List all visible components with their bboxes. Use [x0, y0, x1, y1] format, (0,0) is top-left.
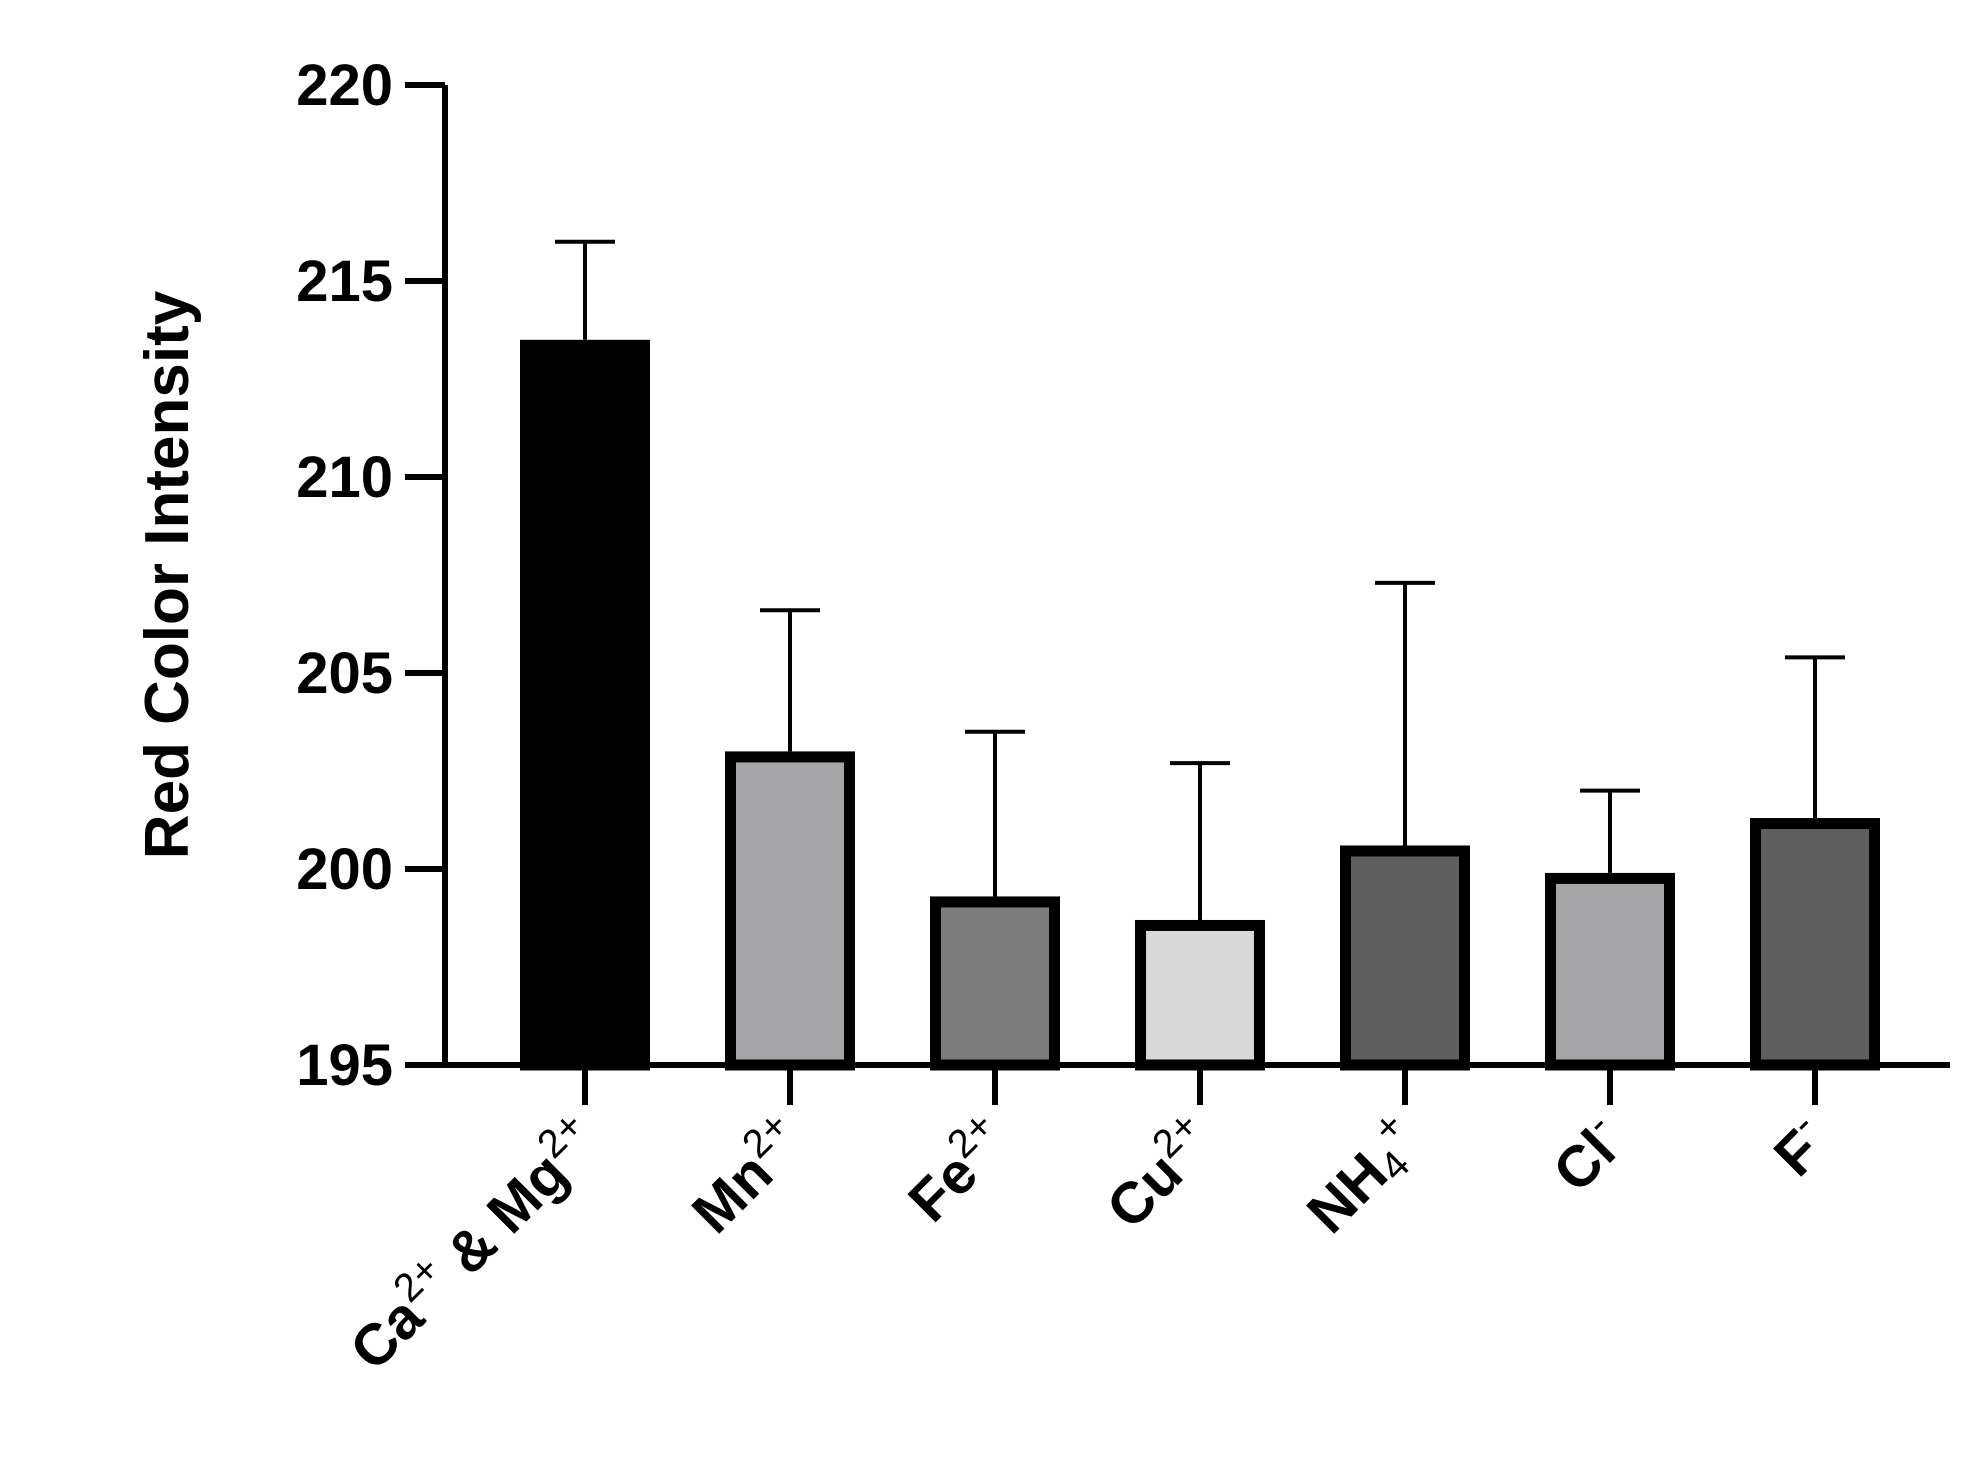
bar-nh4 [1340, 845, 1470, 1071]
label-text: Cl [1541, 1118, 1628, 1205]
bar-cu [1135, 919, 1265, 1071]
bars-group [520, 339, 1880, 1071]
bar-f [1750, 818, 1880, 1071]
x-tick-label-mn: Mn2+ [675, 1103, 817, 1245]
bar-mn [725, 751, 855, 1071]
x-tick-label-fe: Fe2+ [891, 1103, 1022, 1234]
x-ticks-group: Ca2+ & Mg2+ Mn2+ Fe2+ Cu2+ NH4+ Cl- F- [333, 1065, 1842, 1383]
x-tick-label-cu: Cu2+ [1089, 1103, 1227, 1241]
x-tick-label-cl: Cl- [1536, 1103, 1637, 1204]
y-ticks-group: 195 200 205 210 215 220 [296, 53, 445, 1098]
bar-cl [1545, 872, 1675, 1071]
error-bars-group [555, 239, 1845, 920]
x-tick-label-nh4: NH4+ [1290, 1103, 1435, 1248]
y-tick-label-195: 195 [296, 1033, 393, 1098]
y-tick-label-215: 215 [296, 249, 393, 314]
y-axis-title: Red Color Intensity [133, 290, 202, 859]
y-tick-label-210: 210 [296, 445, 393, 510]
label-superscript: + [1365, 1103, 1413, 1151]
y-tick-label-205: 205 [296, 641, 393, 706]
axes-group [442, 85, 1950, 1068]
y-tick-label-200: 200 [296, 837, 393, 902]
x-tick-label-ca-mg: Ca2+ & Mg2+ [333, 1103, 612, 1382]
bar-fe [930, 896, 1060, 1071]
bar-ca-mg [520, 339, 650, 1071]
y-tick-label-220: 220 [296, 53, 393, 118]
x-tick-label-f: F- [1757, 1103, 1842, 1188]
